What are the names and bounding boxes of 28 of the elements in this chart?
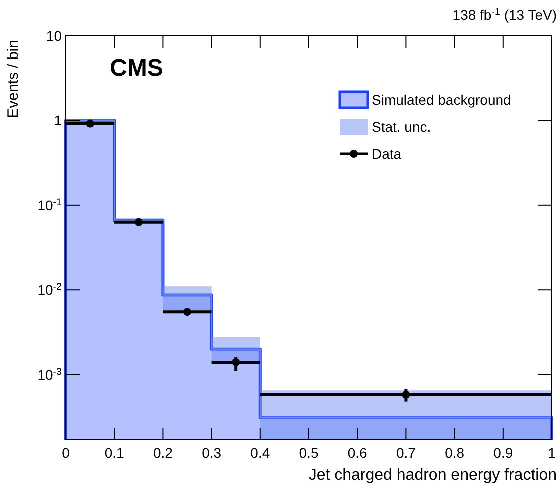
x-tick-label: 0.3: [202, 445, 222, 461]
x-tick-label: 0.6: [348, 445, 368, 461]
x-tick-label: 0.9: [494, 445, 514, 461]
x-tick-label: 0.5: [299, 445, 319, 461]
legend-label: Data: [372, 146, 402, 162]
y-tick-label: 10$^{-3}$: [38, 366, 63, 383]
y-tick-label: 10$^{-2}$: [38, 282, 62, 298]
point: [402, 390, 410, 399]
text: CMS: [110, 55, 164, 82]
x-tick-label: 0.2: [153, 445, 174, 461]
point: [86, 120, 94, 128]
x-tick-label: 1: [548, 445, 556, 461]
point: [184, 308, 192, 316]
y-tick-label: 1: [54, 112, 62, 129]
x-axis-title: Jet charged hadron energy fraction: [308, 467, 557, 484]
y-tick-label: 10$^{-1}$: [38, 196, 62, 214]
point: [134, 218, 143, 226]
x-tick-label: 0.8: [445, 445, 465, 461]
text: 138 fb$^{-1}$ (13 TeV): [452, 6, 557, 23]
x-tick-label: 0: [62, 445, 70, 461]
y-axis-title: Events / bin: [5, 40, 22, 118]
legend-label: Stat. unc.: [372, 119, 432, 135]
y-tick-label: 10: [46, 28, 62, 44]
point: [232, 358, 240, 366]
x-tick-label: 0.1: [104, 445, 125, 461]
x-tick-label: 0.4: [250, 445, 270, 461]
legend-label: Simulated background: [372, 92, 512, 108]
x-tick-label: 0.7: [396, 445, 416, 461]
